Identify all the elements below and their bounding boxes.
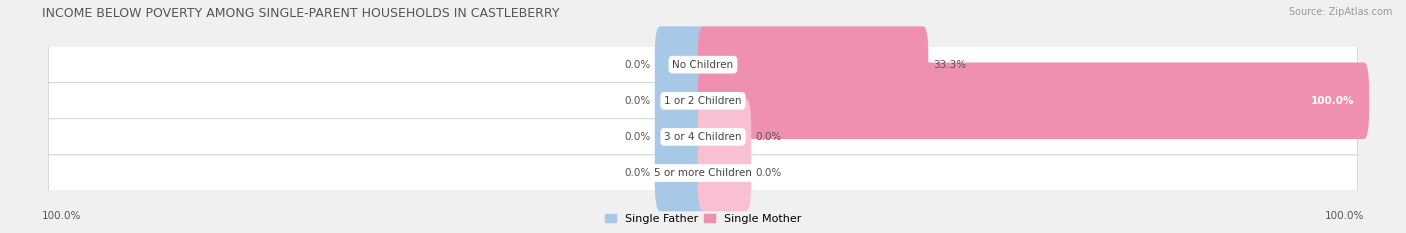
FancyBboxPatch shape [48, 47, 1358, 83]
Text: 100.0%: 100.0% [1310, 96, 1354, 106]
FancyBboxPatch shape [48, 155, 1358, 191]
Text: Source: ZipAtlas.com: Source: ZipAtlas.com [1288, 7, 1392, 17]
Text: 1 or 2 Children: 1 or 2 Children [664, 96, 742, 106]
Text: 0.0%: 0.0% [624, 60, 650, 70]
FancyBboxPatch shape [697, 99, 751, 175]
FancyBboxPatch shape [697, 26, 928, 103]
Text: 0.0%: 0.0% [624, 168, 650, 178]
FancyBboxPatch shape [655, 99, 709, 175]
FancyBboxPatch shape [697, 135, 751, 211]
Text: INCOME BELOW POVERTY AMONG SINGLE-PARENT HOUSEHOLDS IN CASTLEBERRY: INCOME BELOW POVERTY AMONG SINGLE-PARENT… [42, 7, 560, 20]
Text: 0.0%: 0.0% [756, 132, 782, 142]
FancyBboxPatch shape [48, 83, 1358, 119]
Legend: Single Father, Single Mother: Single Father, Single Mother [600, 209, 806, 228]
FancyBboxPatch shape [48, 119, 1358, 155]
Text: 5 or more Children: 5 or more Children [654, 168, 752, 178]
Text: No Children: No Children [672, 60, 734, 70]
Text: 0.0%: 0.0% [756, 168, 782, 178]
FancyBboxPatch shape [697, 62, 1369, 139]
Text: 3 or 4 Children: 3 or 4 Children [664, 132, 742, 142]
Text: 100.0%: 100.0% [42, 211, 82, 221]
Text: 0.0%: 0.0% [624, 132, 650, 142]
Text: 100.0%: 100.0% [1324, 211, 1364, 221]
FancyBboxPatch shape [655, 135, 709, 211]
Text: 33.3%: 33.3% [934, 60, 966, 70]
Text: 0.0%: 0.0% [624, 96, 650, 106]
FancyBboxPatch shape [655, 26, 709, 103]
FancyBboxPatch shape [655, 62, 709, 139]
